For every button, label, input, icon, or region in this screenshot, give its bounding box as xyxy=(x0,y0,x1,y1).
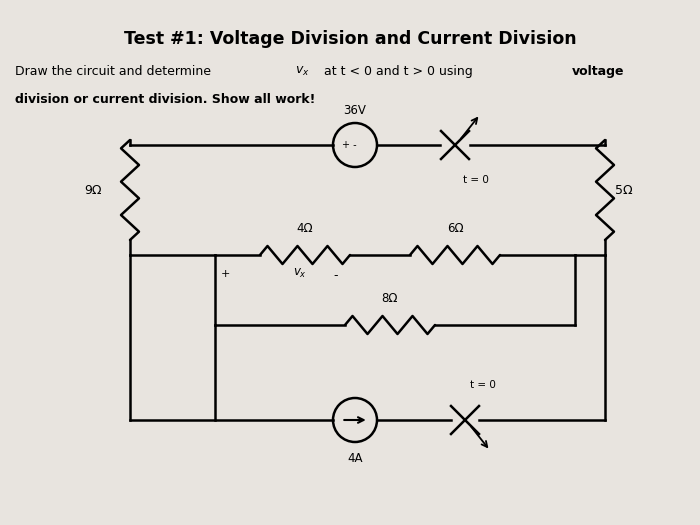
Text: t = 0: t = 0 xyxy=(470,380,496,390)
Text: at t < 0 and t > 0 using: at t < 0 and t > 0 using xyxy=(320,65,477,78)
Text: t = 0: t = 0 xyxy=(463,175,489,185)
Text: 4A: 4A xyxy=(347,452,363,465)
Text: -: - xyxy=(333,269,337,282)
Text: voltage: voltage xyxy=(572,65,624,78)
Text: 8Ω: 8Ω xyxy=(382,292,398,305)
Text: 9Ω: 9Ω xyxy=(85,184,102,196)
Text: 5Ω: 5Ω xyxy=(615,184,633,196)
Text: + -: + - xyxy=(342,140,356,150)
Text: $v_x$: $v_x$ xyxy=(295,65,309,78)
Text: Draw the circuit and determine: Draw the circuit and determine xyxy=(15,65,215,78)
Text: +: + xyxy=(221,269,230,279)
Text: 4Ω: 4Ω xyxy=(297,222,314,235)
Text: Test #1: Voltage Division and Current Division: Test #1: Voltage Division and Current Di… xyxy=(124,30,576,48)
Text: $v_x$: $v_x$ xyxy=(293,267,307,280)
Text: 6Ω: 6Ω xyxy=(447,222,463,235)
Text: division or current division. Show all work!: division or current division. Show all w… xyxy=(15,93,316,106)
Text: 36V: 36V xyxy=(344,104,366,117)
